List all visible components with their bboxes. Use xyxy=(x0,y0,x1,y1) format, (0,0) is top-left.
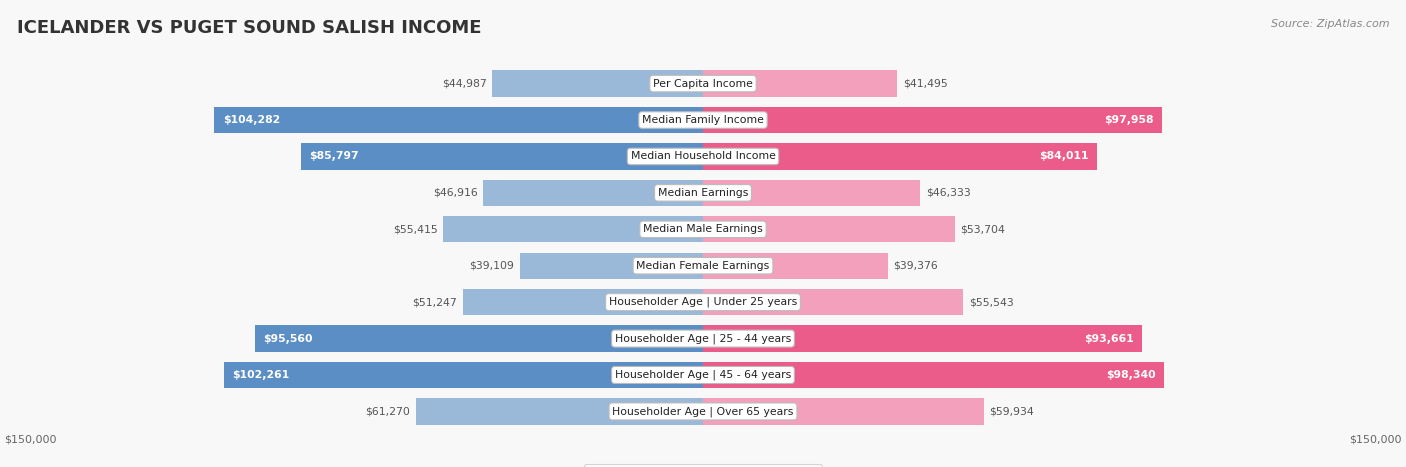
Bar xyxy=(463,289,703,315)
Text: Median Male Earnings: Median Male Earnings xyxy=(643,224,763,234)
Text: $41,495: $41,495 xyxy=(903,78,948,89)
Text: Householder Age | Over 65 years: Householder Age | Over 65 years xyxy=(612,406,794,417)
Bar xyxy=(484,180,703,206)
Text: $39,376: $39,376 xyxy=(893,261,938,271)
Text: Householder Age | Under 25 years: Householder Age | Under 25 years xyxy=(609,297,797,307)
Text: $104,282: $104,282 xyxy=(222,115,280,125)
Text: $55,415: $55,415 xyxy=(392,224,437,234)
Bar xyxy=(703,71,897,97)
Bar xyxy=(214,107,703,133)
Text: Source: ZipAtlas.com: Source: ZipAtlas.com xyxy=(1271,19,1389,28)
Bar xyxy=(703,325,1142,352)
Text: $53,704: $53,704 xyxy=(960,224,1005,234)
Bar xyxy=(703,289,963,315)
Text: $150,000: $150,000 xyxy=(1350,434,1402,444)
Text: $44,987: $44,987 xyxy=(441,78,486,89)
Text: $84,011: $84,011 xyxy=(1039,151,1088,162)
Text: Median Earnings: Median Earnings xyxy=(658,188,748,198)
Bar xyxy=(492,71,703,97)
Bar xyxy=(703,216,955,242)
Text: $51,247: $51,247 xyxy=(412,297,457,307)
Bar xyxy=(703,398,984,425)
Text: $55,543: $55,543 xyxy=(969,297,1014,307)
Text: Median Family Income: Median Family Income xyxy=(643,115,763,125)
Bar xyxy=(703,107,1163,133)
Bar xyxy=(301,143,703,170)
Bar xyxy=(443,216,703,242)
Text: $98,340: $98,340 xyxy=(1107,370,1156,380)
Text: $46,333: $46,333 xyxy=(925,188,970,198)
Text: $61,270: $61,270 xyxy=(366,406,411,417)
Text: Householder Age | 45 - 64 years: Householder Age | 45 - 64 years xyxy=(614,370,792,380)
Text: $150,000: $150,000 xyxy=(4,434,56,444)
Bar xyxy=(703,143,1097,170)
Bar xyxy=(703,253,887,279)
Text: $85,797: $85,797 xyxy=(309,151,359,162)
Text: $95,560: $95,560 xyxy=(263,333,314,344)
Text: $46,916: $46,916 xyxy=(433,188,478,198)
Text: $59,934: $59,934 xyxy=(990,406,1035,417)
Text: Householder Age | 25 - 44 years: Householder Age | 25 - 44 years xyxy=(614,333,792,344)
Bar xyxy=(254,325,703,352)
Text: ICELANDER VS PUGET SOUND SALISH INCOME: ICELANDER VS PUGET SOUND SALISH INCOME xyxy=(17,19,481,37)
Legend: Icelander, Puget Sound Salish: Icelander, Puget Sound Salish xyxy=(583,465,823,467)
Text: $93,661: $93,661 xyxy=(1084,333,1133,344)
Bar xyxy=(520,253,703,279)
Text: Median Household Income: Median Household Income xyxy=(630,151,776,162)
Bar xyxy=(416,398,703,425)
Bar xyxy=(224,362,703,388)
Text: Median Female Earnings: Median Female Earnings xyxy=(637,261,769,271)
Text: $102,261: $102,261 xyxy=(232,370,290,380)
Text: $97,958: $97,958 xyxy=(1104,115,1154,125)
Bar xyxy=(703,362,1164,388)
Text: $39,109: $39,109 xyxy=(470,261,515,271)
Text: Per Capita Income: Per Capita Income xyxy=(652,78,754,89)
Bar xyxy=(703,180,920,206)
